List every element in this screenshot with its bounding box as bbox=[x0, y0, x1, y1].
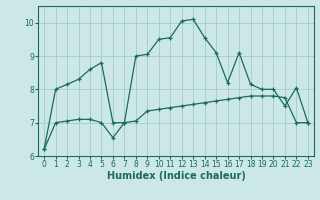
X-axis label: Humidex (Indice chaleur): Humidex (Indice chaleur) bbox=[107, 171, 245, 181]
